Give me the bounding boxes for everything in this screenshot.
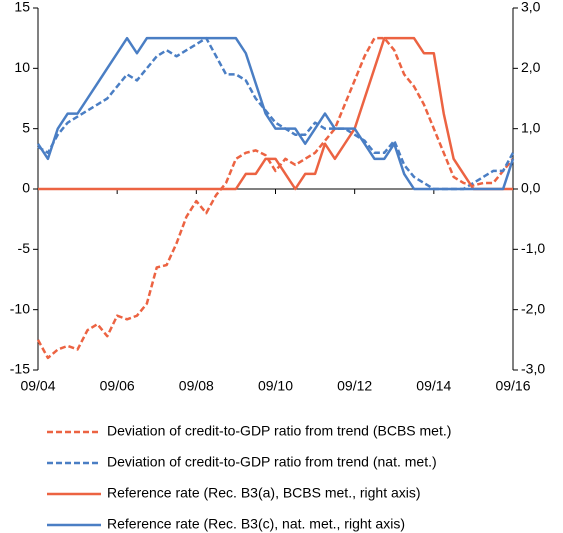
y-tick-label: -5 (18, 240, 31, 256)
y-tick-label: -10 (10, 300, 30, 316)
x-tick-label: 09/06 (100, 378, 135, 394)
x-tick-label: 09/14 (416, 378, 451, 394)
y2-tick-label: 0,0 (521, 180, 541, 196)
legend-label: Deviation of credit-to-GDP ratio from tr… (107, 423, 451, 439)
x-tick-label: 09/16 (495, 378, 530, 394)
y2-tick-label: -3,0 (521, 361, 545, 377)
y-tick-label: 0 (22, 180, 30, 196)
series-line (38, 36, 513, 191)
y2-tick-label: 2,0 (521, 59, 541, 75)
series-line (37, 36, 515, 191)
y-tick-label: 15 (14, 0, 30, 15)
y2-tick-label: -1,0 (521, 240, 545, 256)
x-tick-label: 09/10 (258, 378, 293, 394)
series-line (36, 36, 514, 360)
y-tick-label: 10 (14, 59, 30, 75)
x-tick-label: 09/04 (20, 378, 55, 394)
legend-label: Reference rate (Rec. B3(c), nat. met., r… (107, 516, 405, 532)
x-tick-label: 09/08 (179, 378, 214, 394)
y2-tick-label: 3,0 (521, 0, 541, 15)
series-line (36, 36, 515, 191)
y2-tick-label: -2,0 (521, 300, 545, 316)
y2-tick-label: 1,0 (521, 119, 541, 135)
legend-label: Reference rate (Rec. B3(a), BCBS met., r… (107, 485, 421, 501)
y-tick-label: 5 (22, 119, 30, 135)
x-tick-label: 09/12 (337, 378, 372, 394)
legend-label: Deviation of credit-to-GDP ratio from tr… (107, 454, 437, 470)
y-tick-label: -15 (10, 361, 30, 377)
